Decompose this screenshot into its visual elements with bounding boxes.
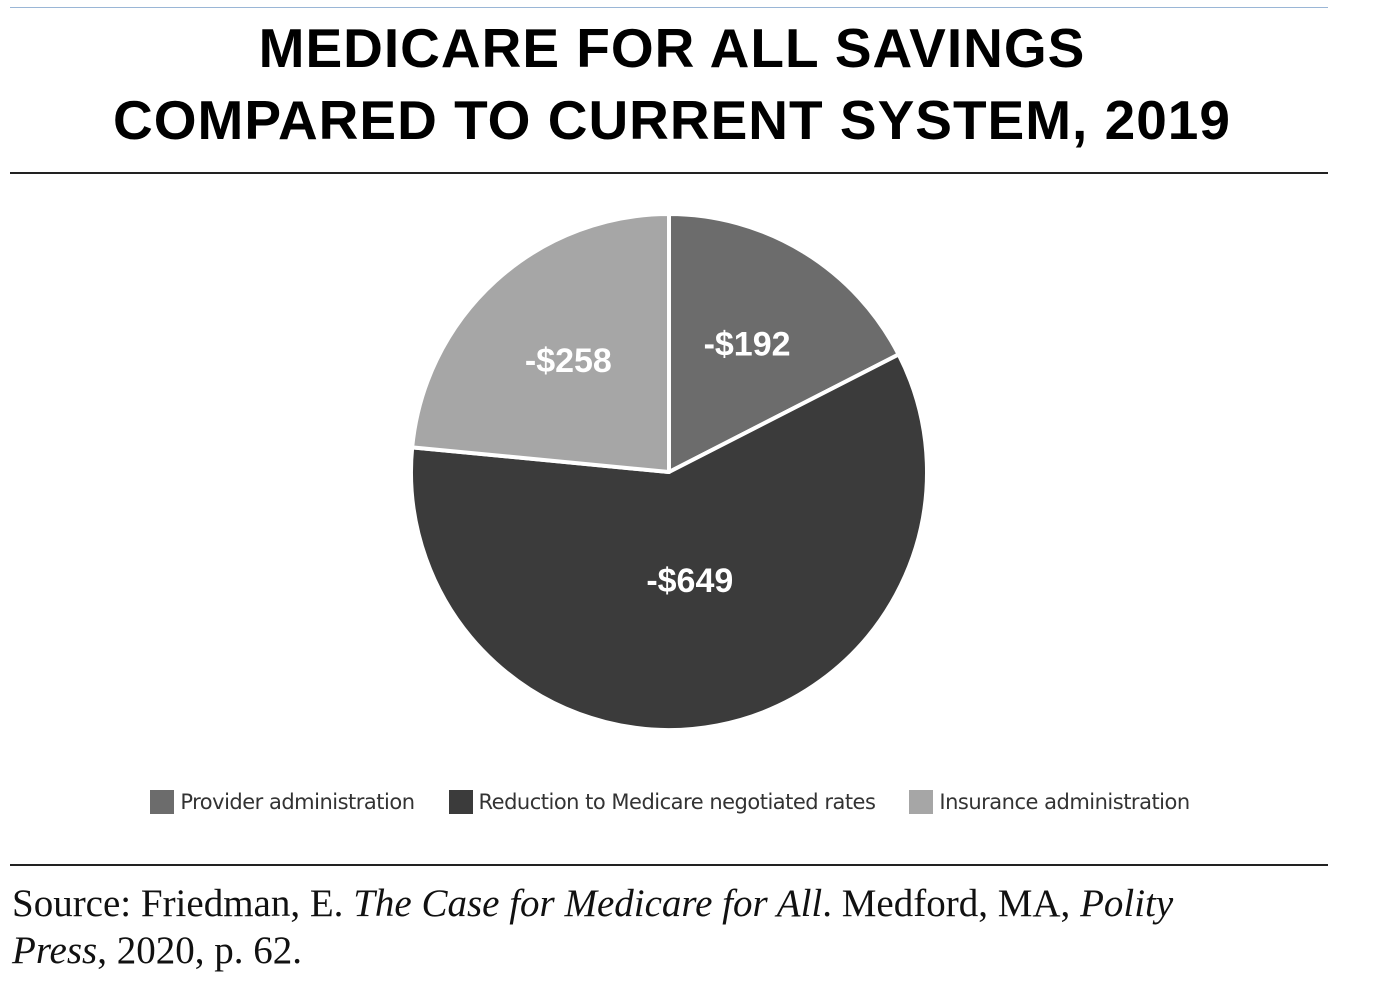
legend-label-provider-administration: Provider administration bbox=[180, 790, 415, 814]
legend-item-provider-administration: Provider administration bbox=[150, 790, 415, 814]
pie-slice-1 bbox=[409, 352, 929, 732]
pie-slice-2 bbox=[410, 212, 671, 474]
title-divider bbox=[10, 172, 1328, 174]
chart-title-line-1: MEDICARE FOR ALL SAVINGS bbox=[258, 17, 1086, 79]
source-publisher-a: Polity bbox=[1080, 882, 1174, 925]
pie-data-label-2: -$258 bbox=[525, 342, 612, 380]
legend-swatch-provider-administration bbox=[150, 790, 175, 814]
legend-swatch-negotiated-rates bbox=[448, 790, 473, 814]
legend-item-insurance-administration: Insurance administration bbox=[909, 790, 1190, 814]
source-suffix: , 2020, p. 62. bbox=[97, 929, 302, 972]
source-divider bbox=[10, 864, 1328, 866]
pie-slice-0 bbox=[667, 212, 901, 474]
legend-label-insurance-administration: Insurance administration bbox=[939, 790, 1190, 814]
legend-item-negotiated-rates: Reduction to Medicare negotiated rates bbox=[448, 790, 876, 814]
source-prefix: Source: Friedman, E. bbox=[12, 882, 354, 925]
legend-swatch-insurance-administration bbox=[909, 790, 934, 814]
chart-title-line-2: COMPARED TO CURRENT SYSTEM, 2019 bbox=[113, 89, 1231, 151]
chart-legend: Provider administration Reduction to Med… bbox=[0, 790, 1340, 814]
top-border-rule bbox=[10, 7, 1328, 8]
pie-data-label-0: -$192 bbox=[704, 325, 791, 363]
legend-label-negotiated-rates: Reduction to Medicare negotiated rates bbox=[478, 790, 876, 814]
source-publisher-b: Press bbox=[12, 929, 98, 972]
source-citation: Source: Friedman, E. The Case for Medica… bbox=[12, 880, 1352, 974]
pie-data-label-1: -$649 bbox=[646, 562, 733, 600]
source-middle: . Medford, MA, bbox=[822, 882, 1081, 925]
source-book-title: The Case for Medicare for All bbox=[353, 882, 823, 925]
pie-chart: -$192 -$649 -$258 bbox=[409, 212, 929, 732]
